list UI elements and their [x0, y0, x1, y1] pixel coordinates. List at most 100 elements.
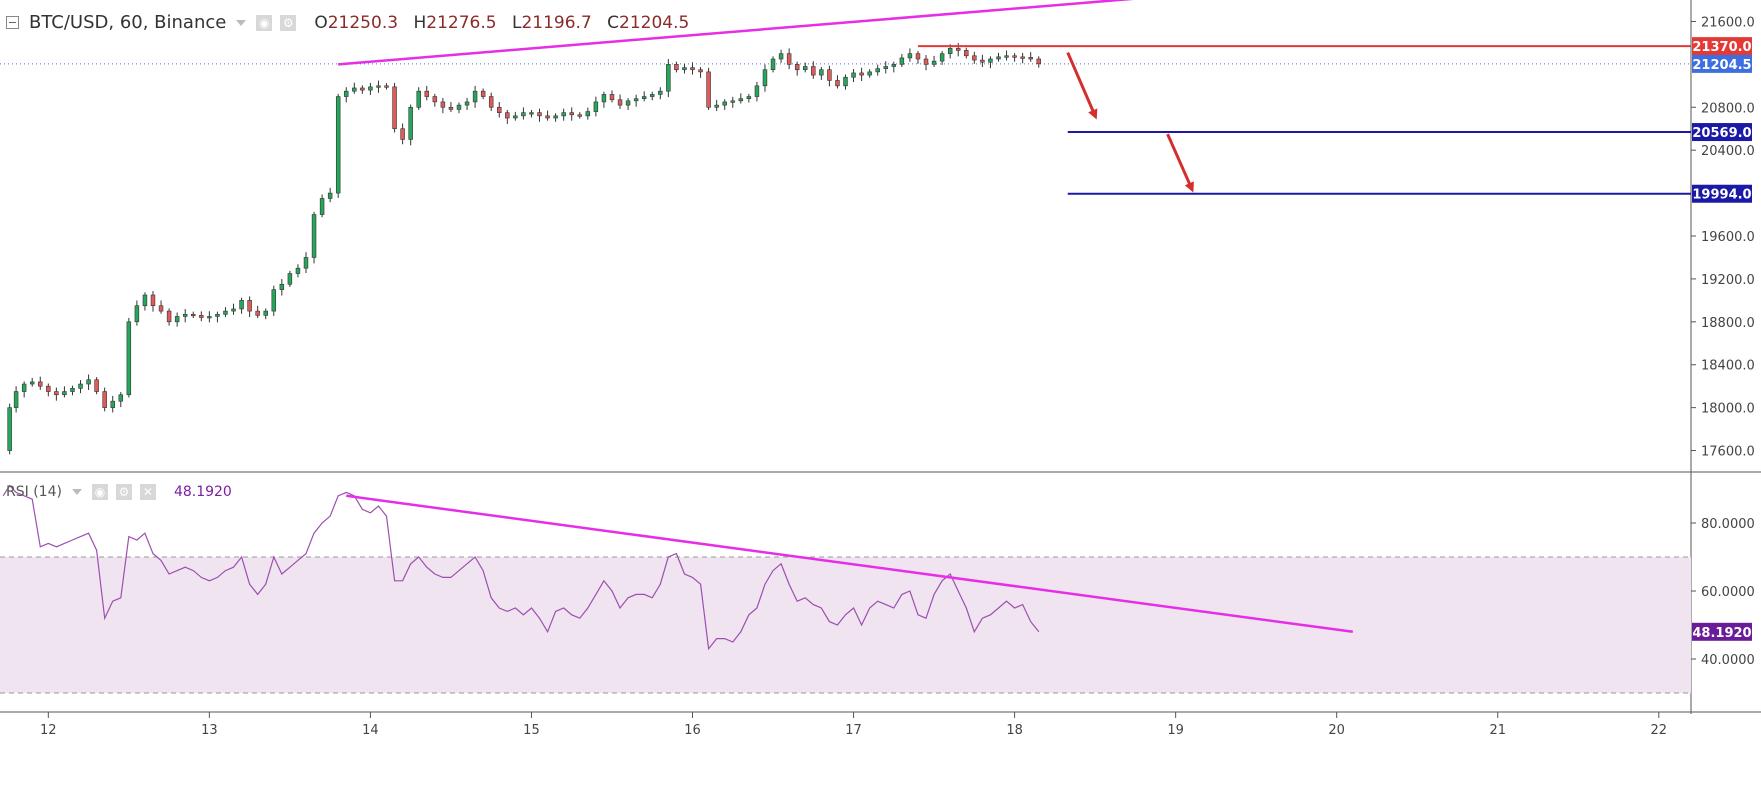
close-icon[interactable]: ✕	[139, 484, 156, 500]
candle	[424, 90, 430, 97]
candle	[472, 90, 478, 103]
candle	[416, 90, 421, 108]
open-value: 21250.3	[327, 12, 399, 33]
candle	[835, 80, 840, 87]
candle	[907, 53, 913, 59]
y-tick-label: 17600.0	[1701, 445, 1755, 460]
eye-icon[interactable]: ◉	[91, 484, 108, 500]
candle	[641, 96, 647, 99]
candle	[456, 104, 462, 110]
collapse-icon[interactable]	[6, 16, 19, 29]
candle	[931, 60, 937, 65]
low-value: 21196.7	[521, 12, 592, 33]
candle	[778, 53, 784, 60]
candle	[529, 112, 534, 115]
chevron-down-icon[interactable]	[236, 19, 247, 26]
gear-icon[interactable]: ⚙	[115, 484, 132, 500]
candle	[569, 112, 574, 116]
candle	[223, 310, 228, 315]
y-tick-label: 18000.0	[1701, 402, 1755, 417]
symbol-label[interactable]: BTC/USD, 60, Binance	[29, 12, 227, 33]
candle	[392, 86, 397, 130]
y-tick-label: 21600.0	[1701, 15, 1755, 30]
x-tick-label: 13	[201, 723, 218, 738]
resistance-badge-label: 21370.0	[1692, 40, 1751, 55]
candle	[883, 66, 888, 69]
y-tick-label: 20800.0	[1701, 101, 1755, 116]
rsi-y-tick-label: 60.0000	[1701, 585, 1755, 600]
candle	[231, 308, 236, 312]
candle	[746, 96, 752, 99]
candle	[13, 391, 19, 408]
x-tick-label: 15	[523, 723, 540, 738]
rsi-label[interactable]: RSI (14)	[6, 484, 62, 500]
candle	[319, 198, 325, 215]
y-tick-label: 19600.0	[1701, 230, 1755, 245]
candle	[295, 267, 301, 274]
candle	[625, 100, 631, 106]
y-tick-label: 19200.0	[1701, 273, 1755, 288]
candle	[754, 85, 760, 97]
candle	[899, 57, 905, 65]
candle	[956, 47, 961, 51]
candle	[335, 96, 341, 194]
candle	[279, 283, 285, 290]
candle	[988, 58, 993, 63]
candle	[947, 47, 953, 54]
x-tick-label: 22	[1651, 723, 1668, 738]
candle	[376, 85, 381, 88]
candle	[464, 101, 470, 106]
candle	[440, 101, 446, 108]
target-badge-1-label: 20569.0	[1692, 126, 1751, 141]
candle	[996, 56, 1001, 60]
gear-icon[interactable]: ⚙	[280, 14, 297, 31]
candle	[609, 94, 615, 101]
candle	[545, 115, 550, 119]
candle	[819, 69, 824, 76]
candle	[1020, 56, 1025, 59]
candle	[174, 316, 180, 323]
candle	[505, 112, 510, 119]
eye-icon[interactable]: ◉	[256, 14, 273, 31]
x-tick-label: 18	[1006, 723, 1023, 738]
down-arrow-2	[1166, 133, 1194, 193]
y-tick-label: 18800.0	[1701, 316, 1755, 331]
rsi-y-tick-label: 80.0000	[1701, 517, 1755, 532]
candle	[191, 314, 196, 317]
chevron-down-icon[interactable]	[71, 489, 82, 495]
rsi-badge-label: 48.1920	[1692, 626, 1751, 641]
x-tick-label: 21	[1489, 723, 1506, 738]
candle	[352, 87, 357, 92]
candle	[110, 400, 115, 408]
candle	[923, 58, 929, 65]
rsi-line	[2, 484, 1040, 651]
candle	[239, 300, 244, 310]
candle	[360, 87, 365, 91]
candle	[553, 115, 558, 119]
candle	[561, 112, 566, 117]
candle	[730, 100, 735, 103]
candle	[875, 68, 880, 73]
rsi-band	[0, 557, 1691, 693]
candle	[738, 98, 744, 102]
candle	[327, 192, 333, 199]
close-value: 21204.5	[619, 12, 690, 33]
x-tick-label: 12	[40, 723, 57, 738]
candle	[368, 86, 373, 91]
candle	[851, 72, 856, 78]
rsi-current-value: 48.1920	[173, 484, 232, 500]
candle	[432, 96, 438, 103]
candle	[166, 310, 172, 323]
candle	[827, 69, 832, 81]
high-label: H	[413, 12, 427, 33]
candle	[199, 315, 204, 318]
candle	[54, 391, 59, 396]
candle	[577, 114, 583, 117]
candle	[1012, 55, 1017, 58]
candle	[344, 90, 349, 97]
last-price-badge	[1692, 54, 1752, 73]
candle	[714, 104, 719, 108]
candle	[497, 106, 502, 113]
candle	[650, 94, 655, 97]
candle	[271, 289, 277, 312]
